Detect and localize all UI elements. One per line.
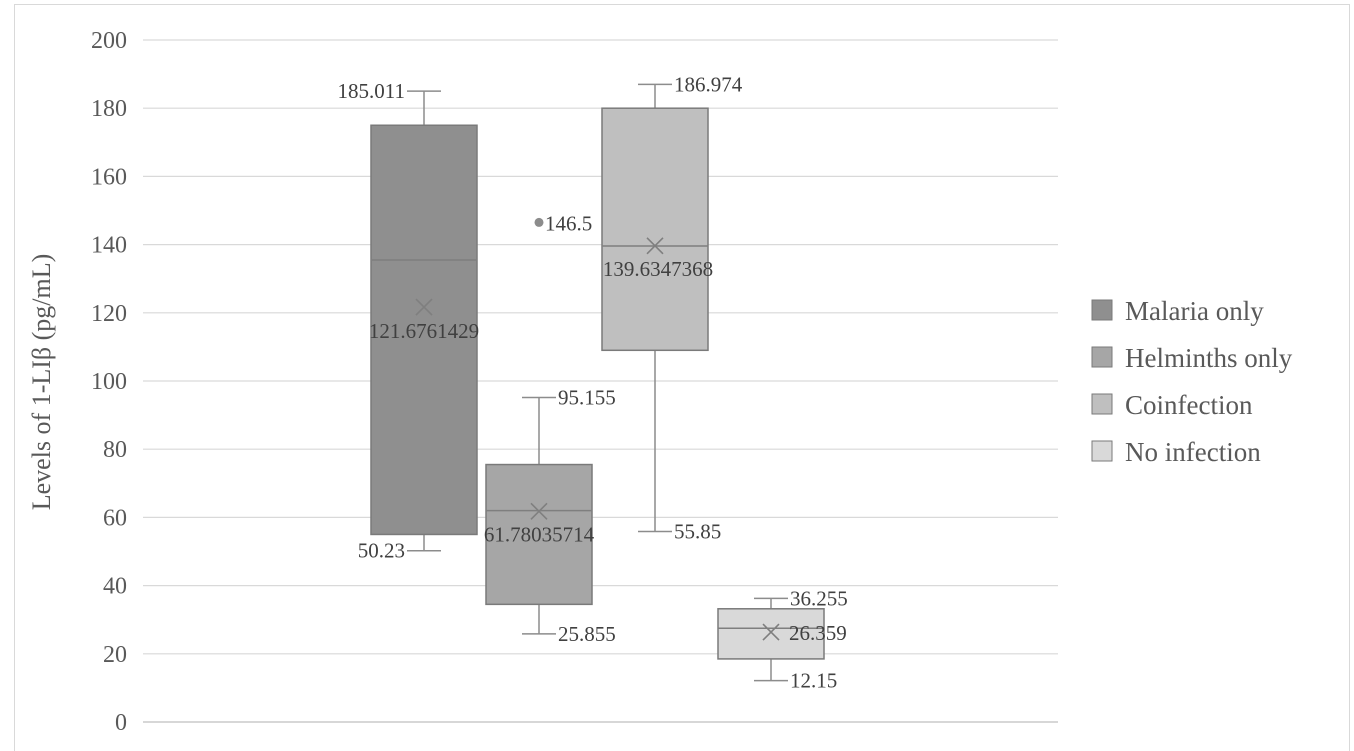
y-tick-label: 120 (91, 301, 127, 327)
box-malaria-only (370, 90, 478, 552)
legend-swatch (1091, 440, 1113, 462)
legend-swatch (1091, 393, 1113, 415)
y-tick-label: 100 (91, 369, 127, 395)
y-tick-label: 140 (91, 233, 127, 259)
mean-marker (530, 502, 548, 520)
y-tick-label: 160 (91, 164, 127, 190)
boxes (370, 83, 825, 682)
legend-label: Malaria only (1125, 296, 1264, 326)
legend-item-helminths-only: Helminths only (1091, 343, 1293, 373)
mean-marker (762, 623, 780, 641)
max-label: 186.974 (674, 72, 743, 96)
gridlines (143, 39, 1058, 723)
legend-item-no-infection: No infection (1091, 437, 1261, 467)
min-label: 55.85 (674, 520, 721, 544)
box-no-infection (717, 597, 825, 682)
y-tick-label: 40 (103, 574, 127, 600)
outlier-label: 146.5 (545, 211, 592, 235)
data-labels: 185.011 50.23 121.6761429 146.5 95.155 25.855… (338, 72, 848, 692)
min-label: 50.23 (358, 539, 405, 563)
iqr-box (370, 124, 478, 536)
box-coinfection (601, 83, 709, 533)
legend-item-coinfection: Coinfection (1091, 390, 1253, 420)
y-tick-label: 80 (103, 437, 127, 463)
outlier-point (534, 217, 544, 227)
mean-marker (415, 298, 433, 316)
y-tick-label: 0 (115, 710, 127, 736)
legend-swatch (1091, 346, 1113, 368)
mean-label: 121.6761429 (369, 319, 479, 343)
y-tick-label: 20 (103, 642, 127, 668)
max-label: 36.255 (790, 586, 848, 610)
iqr-box (485, 463, 593, 606)
y-tick-label: 200 (91, 28, 127, 54)
min-label: 12.15 (790, 669, 837, 693)
legend: Malaria only Helminths only Coinfection No … (1091, 296, 1293, 467)
y-tick-label: 60 (103, 505, 127, 531)
y-axis-ticks: 0 20 40 60 80 100 120 140 160 180 200 (91, 28, 127, 736)
min-label: 25.855 (558, 622, 616, 646)
mean-label: 139.6347368 (603, 257, 713, 281)
mean-label: 61.78035714 (484, 522, 595, 546)
iqr-box (601, 107, 709, 352)
y-tick-label: 180 (91, 96, 127, 122)
mean-label: 26.359 (789, 621, 847, 645)
legend-swatch (1091, 299, 1113, 321)
legend-label: No infection (1125, 437, 1261, 467)
iqr-box (717, 608, 825, 660)
legend-label: Helminths only (1125, 343, 1293, 373)
legend-item-malaria-only: Malaria only (1091, 296, 1264, 326)
max-label: 95.155 (558, 386, 616, 410)
box-helminths-only (485, 217, 593, 635)
max-label: 185.011 (338, 79, 405, 103)
y-axis-title: Levels of 1-LIβ (pg/mL) (27, 254, 56, 511)
mean-marker (646, 237, 664, 255)
legend-label: Coinfection (1125, 390, 1253, 420)
